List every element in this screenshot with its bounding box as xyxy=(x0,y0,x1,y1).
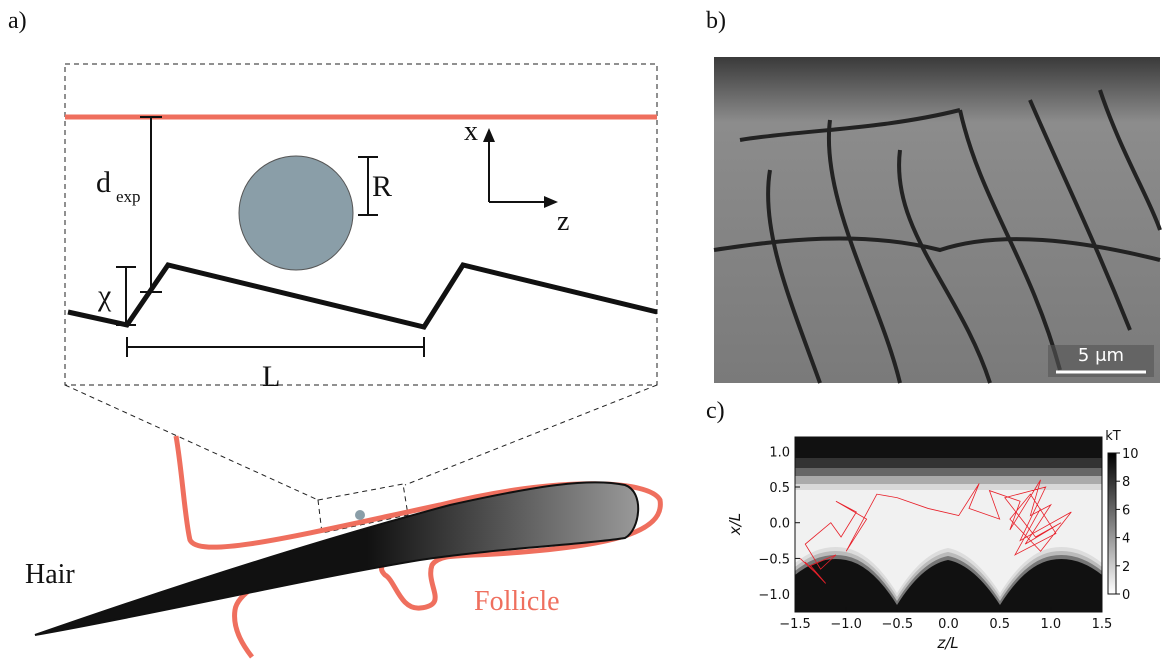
period-label: L xyxy=(262,360,280,393)
colorbar-tick-label: 4 xyxy=(1122,532,1130,547)
particle xyxy=(239,156,353,270)
colorbar-tick-label: 6 xyxy=(1122,503,1130,518)
x-tick-label: −1.5 xyxy=(779,617,811,632)
colorbar xyxy=(1108,453,1116,594)
x-axis-label: x xyxy=(464,116,478,147)
arrow-heads xyxy=(483,128,558,208)
panel-label: b) xyxy=(706,8,726,34)
d-label: d xyxy=(96,166,111,199)
x-tick-label: 1.5 xyxy=(1092,617,1113,632)
hair-label: Hair xyxy=(25,559,75,590)
colorbar-tick-label: 0 xyxy=(1122,588,1130,603)
potential-map xyxy=(795,437,1102,612)
x-axis-title: z/L xyxy=(936,634,958,652)
colorbar-tick-label: 2 xyxy=(1122,560,1130,575)
colorbar-label: kT xyxy=(1105,429,1121,444)
colorbar-tick-label: 8 xyxy=(1122,475,1130,490)
particle-small xyxy=(355,510,365,520)
y-tick-label: 1.0 xyxy=(769,445,790,460)
y-tick-label: 0.0 xyxy=(769,517,790,532)
z-axis-label: z xyxy=(557,206,569,237)
d-subscript: exp xyxy=(116,187,141,206)
radius-label: R xyxy=(372,170,392,203)
hair-surface xyxy=(68,265,657,327)
y-tick-label: −1.0 xyxy=(758,588,790,603)
colorbar-tick-label: 10 xyxy=(1122,447,1139,462)
page: a) b) c) d exp R x z χ L Hair Follicle 5… xyxy=(0,0,1164,661)
y-axis-title: x/L xyxy=(726,513,744,536)
x-tick-label: 1.0 xyxy=(1040,617,1061,632)
figure: a) b) c) d exp R x z χ L Hair Follicle 5… xyxy=(0,0,1164,661)
y-tick-label: 0.5 xyxy=(769,481,790,496)
x-tick-label: −0.5 xyxy=(882,617,914,632)
amplitude-label: χ xyxy=(97,279,112,312)
panel-label: c) xyxy=(706,398,725,424)
x-tick-label: 0.5 xyxy=(989,617,1010,632)
x-tick-label: −1.0 xyxy=(830,617,862,632)
follicle-label: Follicle xyxy=(474,586,560,617)
x-tick-label: 0.0 xyxy=(938,617,959,632)
scale-bar-label: 5 μm xyxy=(1078,345,1124,366)
panel-label: a) xyxy=(8,8,27,34)
y-tick-label: −0.5 xyxy=(758,552,790,567)
micrograph xyxy=(714,57,1160,383)
